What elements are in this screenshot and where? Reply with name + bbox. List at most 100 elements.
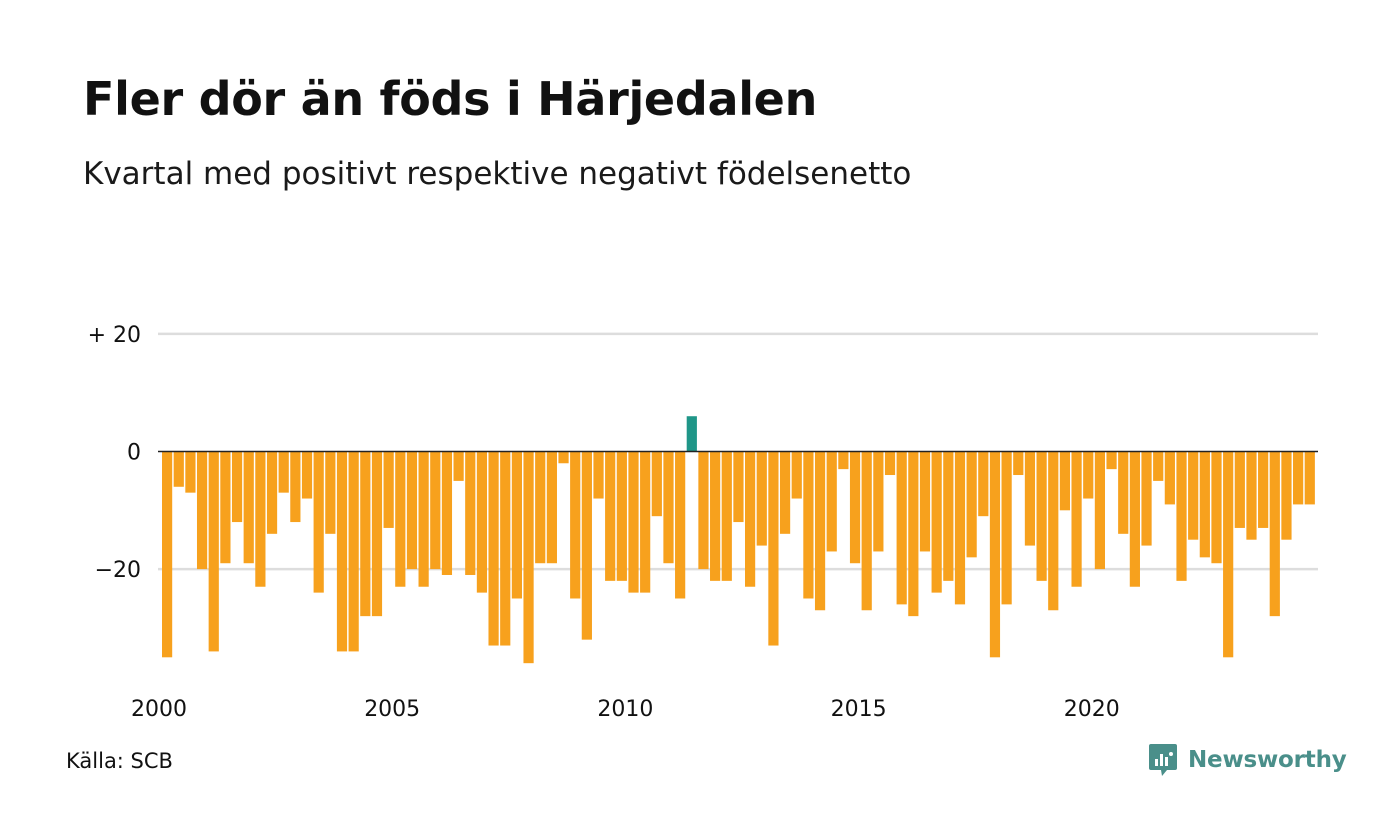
bar [931, 451, 942, 593]
x-tick-label: 2000 [131, 697, 187, 722]
brand-name: Newsworthy [1188, 747, 1347, 773]
x-tick-label: 2010 [597, 697, 653, 722]
bar [465, 451, 476, 575]
bar [1036, 451, 1047, 581]
brand-logo: Newsworthy [1148, 742, 1347, 778]
bar [500, 451, 511, 646]
bar [1001, 451, 1012, 605]
bar [1059, 451, 1071, 511]
x-tick-label: 2015 [831, 697, 887, 722]
bar [266, 451, 278, 534]
x-tick-label: 2005 [364, 697, 420, 722]
bar [791, 451, 802, 499]
bar [1153, 451, 1164, 481]
bar [243, 451, 254, 564]
bar [1118, 451, 1129, 534]
bar [966, 451, 977, 558]
bar [173, 451, 184, 487]
bar [1048, 451, 1059, 611]
bar [989, 451, 1001, 658]
bar [278, 451, 289, 493]
bar [220, 451, 231, 564]
chart-subtitle: Kvartal med positivt respektive negativt… [83, 156, 912, 192]
bar [476, 451, 488, 593]
bar [605, 451, 616, 581]
bar [803, 451, 814, 599]
y-tick-label: 0 [127, 441, 141, 466]
bar [418, 451, 429, 587]
bar [581, 451, 592, 640]
y-tick-label: + 20 [88, 323, 141, 348]
bar [884, 451, 896, 476]
chart-title: Fler dör än föds i Härjedalen [83, 72, 818, 126]
bar [1199, 451, 1210, 558]
bar [325, 451, 336, 534]
bar [1234, 451, 1245, 528]
bar [908, 451, 919, 617]
bar [814, 451, 826, 611]
bar [196, 451, 208, 570]
bar [733, 451, 744, 523]
bar [336, 451, 348, 652]
bar [675, 451, 686, 599]
bar [290, 451, 301, 523]
bar [686, 416, 697, 452]
y-tick-label: −20 [95, 558, 141, 583]
bar [162, 451, 173, 658]
bar [628, 451, 639, 593]
bar [1176, 451, 1187, 581]
bar [1024, 451, 1036, 546]
source-note: Källa: SCB [66, 749, 173, 773]
bar [453, 451, 464, 481]
bar [1246, 451, 1257, 540]
bar [535, 451, 546, 564]
bar [558, 451, 569, 464]
bar [1211, 451, 1222, 564]
bars [162, 416, 1315, 664]
bar [208, 451, 219, 652]
bar [185, 451, 196, 493]
y-tick-labels: + 20 0 −20 [88, 323, 141, 583]
bar [826, 451, 837, 552]
bar [488, 451, 499, 646]
bar [1129, 451, 1140, 587]
newsworthy-logo-icon [1149, 744, 1177, 776]
bar [943, 451, 954, 581]
bar [663, 451, 674, 564]
x-tick-label: 2020 [1064, 697, 1120, 722]
bar [231, 451, 243, 523]
bar [640, 451, 651, 593]
bar [896, 451, 907, 605]
bar [710, 451, 721, 581]
bar [651, 451, 662, 517]
bar [546, 451, 557, 564]
bar [838, 451, 849, 470]
bar [1293, 451, 1304, 505]
bar [1281, 451, 1292, 540]
bar [383, 451, 394, 528]
bar [779, 451, 791, 534]
bar [371, 451, 383, 617]
bar [1141, 451, 1152, 546]
bar [1013, 451, 1024, 476]
bar [441, 451, 453, 575]
bar [593, 451, 604, 499]
bar [523, 451, 534, 664]
bar-chart: + 20 0 −20 2000 2005 2010 2015 2020 [88, 323, 1318, 722]
bar [1223, 451, 1234, 658]
bar [745, 451, 756, 587]
bar [616, 451, 627, 581]
bar [301, 451, 313, 499]
bar [861, 451, 872, 611]
bar [1164, 451, 1175, 505]
bar [1258, 451, 1269, 528]
bar [255, 451, 266, 587]
bar [395, 451, 406, 587]
bar [698, 451, 709, 570]
bar [406, 451, 418, 570]
bar [348, 451, 359, 652]
bar [360, 451, 371, 617]
bar [768, 451, 779, 646]
bar [1304, 451, 1315, 505]
bar [721, 451, 732, 581]
